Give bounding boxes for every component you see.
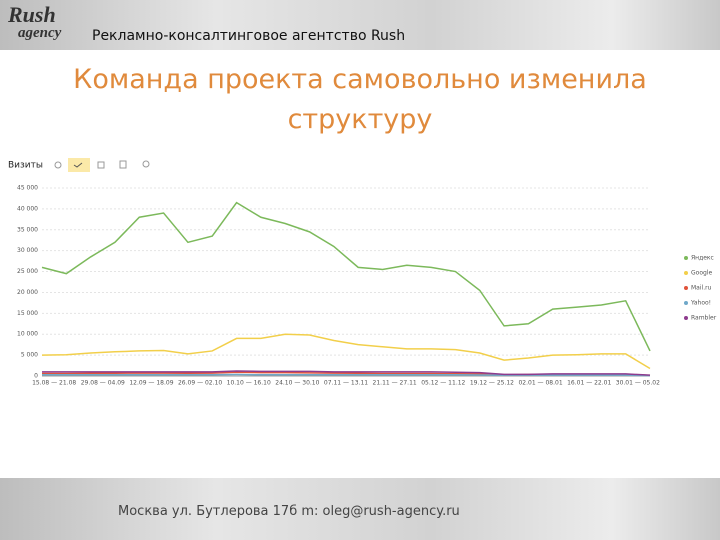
chart-subtitle: Визиты [8,161,43,171]
x-tick-label: 24.10 — 30.10 [275,380,319,387]
header-text: Рекламно-консалтинговое агентство Rush [92,28,406,44]
y-tick-label: 30 000 [17,247,38,254]
legend-swatch [684,301,688,305]
legend-swatch [684,316,688,320]
series-line [41,201,651,352]
x-tick-label: 21.11 — 27.11 [373,380,417,387]
toolbar-icon[interactable] [119,160,127,169]
legend-swatch [684,256,688,260]
legend-swatch [684,286,688,290]
y-tick-label: 10 000 [17,331,38,338]
slide-title: Команда проекта самовольно изменила стру… [73,64,647,135]
x-tick-label: 10.10 — 16.10 [227,380,271,387]
legend-label: Google [691,270,712,277]
series-line [41,333,651,370]
legend-label: Яндекс [691,255,714,262]
y-tick-label: 5 000 [21,352,38,359]
footer-text: Москва ул. Бутлерова 17б m: oleg@rush-ag… [118,504,460,519]
y-tick-label: 15 000 [17,310,38,317]
x-tick-label: 19.12 — 25.12 [470,380,514,387]
logo-text: agency [18,25,62,41]
x-tick-label: 05.12 — 11.12 [421,380,465,387]
toolbar-icon[interactable] [54,161,62,169]
legend-label: Mail.ru [691,285,712,292]
logo-text: Rush [8,2,56,27]
x-tick-label: 02.01 — 08.01 [518,380,562,387]
x-tick-label: 29.08 — 04.09 [81,380,125,387]
toolbar-icon[interactable] [97,161,105,169]
x-tick-label: 12.09 — 18.09 [129,380,173,387]
y-tick-label: 0 [34,373,38,380]
series-line [42,370,651,376]
x-tick-label: 30.01 — 05.02 [616,380,660,387]
y-tick-label: 20 000 [17,289,38,296]
series-line [42,373,651,377]
footer-band [0,478,720,540]
logo: Rush agency [8,2,74,42]
y-tick-label: 35 000 [17,226,38,233]
y-tick-label: 45 000 [17,185,38,192]
x-tick-label: 07.11 — 13.11 [324,380,368,387]
chart: Визиты 0 5 000 10 000 15 000 20 000 25 000 30 … [8,158,717,387]
x-tick-label: 26.09 — 02.10 [178,380,222,387]
y-tick-label: 25 000 [17,268,38,275]
toolbar-icon[interactable] [142,160,150,168]
y-tick-label: 40 000 [17,205,38,212]
x-tick-label: 15.08 — 21.08 [32,380,76,387]
header-band [0,0,720,50]
legend-label: Yahoo! [690,300,711,307]
toolbar-icon[interactable] [73,162,83,168]
legend-swatch [684,271,688,275]
x-tick-label: 16.01 — 22.01 [567,380,611,387]
legend-label: Rambler [691,315,717,322]
